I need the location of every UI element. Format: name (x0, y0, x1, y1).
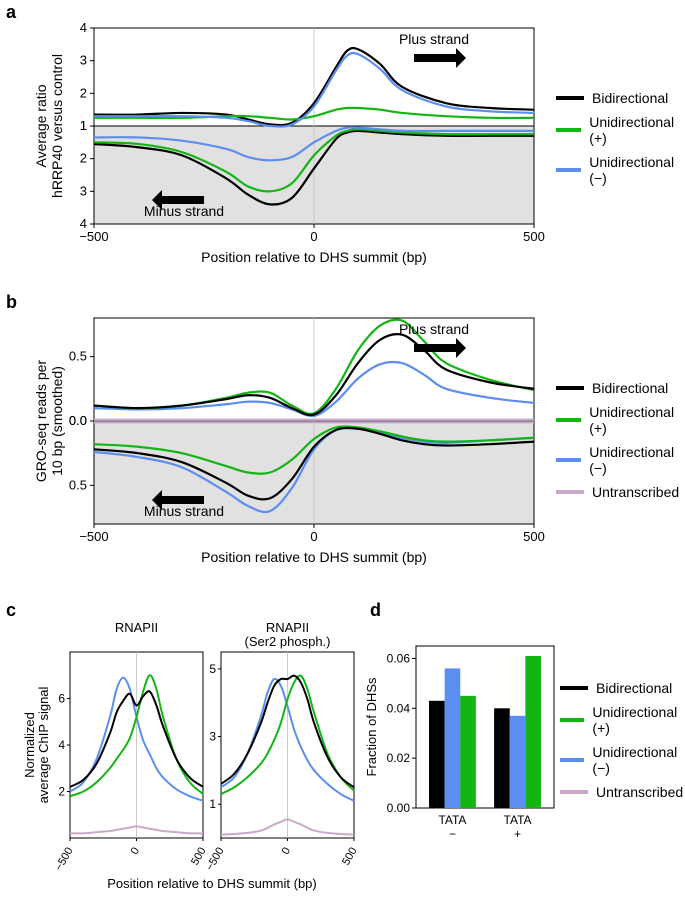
svg-text:0: 0 (310, 529, 317, 544)
svg-text:0: 0 (280, 846, 293, 857)
svg-text:RNAPII: RNAPII (115, 620, 158, 635)
legend-label: Unidirectional (−) (589, 444, 685, 476)
svg-text:0.5: 0.5 (69, 477, 87, 492)
svg-text:4: 4 (80, 20, 87, 35)
svg-text:0.02: 0.02 (387, 751, 411, 765)
svg-text:Position relative to DHS summi: Position relative to DHS summit (bp) (107, 876, 317, 891)
legend-swatch-bidirectional (560, 686, 588, 690)
legend-swatch-bidirectional (556, 96, 584, 100)
svg-text:3: 3 (209, 730, 216, 744)
svg-text:Plus strand: Plus strand (399, 31, 469, 47)
svg-text:3: 3 (80, 53, 87, 68)
svg-text:0.5: 0.5 (69, 349, 87, 364)
svg-text:Position relative to DHS summi: Position relative to DHS summit (bp) (201, 249, 427, 265)
svg-text:2: 2 (58, 785, 65, 799)
panel-d-label: d (370, 600, 381, 621)
svg-text:2: 2 (80, 85, 87, 100)
panel-d-chart: 0.00 0.02 0.04 0.06 Fraction of DHSs TATA− TAT… (362, 632, 562, 862)
legend-swatch-uni-plus (556, 418, 581, 422)
panel-c-label: c (6, 600, 16, 621)
panel-b-legend: Bidirectional Unidirectional (+) Unidire… (556, 380, 685, 508)
svg-text:4: 4 (58, 738, 65, 752)
legend-swatch-uni-minus (560, 758, 584, 762)
svg-text:Plus strand: Plus strand (399, 321, 469, 337)
legend-swatch-bidirectional (556, 386, 584, 390)
svg-text:−500: −500 (79, 529, 108, 544)
legend-label: Bidirectional (596, 680, 672, 696)
svg-text:0.04: 0.04 (387, 701, 411, 715)
panel-a-label: a (6, 2, 16, 23)
legend-label: Unidirectional (−) (592, 744, 685, 776)
svg-text:0.06: 0.06 (387, 651, 411, 665)
svg-text:5: 5 (209, 662, 216, 676)
legend-swatch-uni-plus (556, 128, 581, 132)
svg-text:RNAPII(Ser2 phosph.): RNAPII(Ser2 phosph.) (245, 620, 331, 649)
svg-text:−500: −500 (53, 846, 76, 873)
svg-text:Minus strand: Minus strand (144, 503, 224, 519)
legend-label: Unidirectional (+) (589, 114, 685, 146)
svg-text:500: 500 (340, 846, 360, 868)
svg-text:−500: −500 (79, 229, 108, 244)
svg-text:0.00: 0.00 (387, 801, 411, 815)
legend-label: Untranscribed (592, 484, 679, 500)
svg-text:Position relative to DHS summi: Position relative to DHS summit (bp) (201, 549, 427, 565)
legend-label: Unidirectional (−) (589, 154, 685, 186)
legend-label: Untranscribed (596, 784, 683, 800)
svg-text:0.0: 0.0 (69, 413, 87, 428)
svg-text:2: 2 (80, 151, 87, 166)
svg-text:3: 3 (80, 183, 87, 198)
panel-b-chart: 0.00.50.00.5−5000500Position relative to… (28, 308, 548, 568)
legend-swatch-untranscribed (560, 790, 588, 794)
svg-text:Minus strand: Minus strand (144, 203, 224, 219)
panel-d-legend: Bidirectional Unidirectional (+) Unidire… (560, 680, 685, 808)
svg-text:500: 500 (523, 529, 545, 544)
panel-a-legend: Bidirectional Unidirectional (+) Unidire… (556, 90, 685, 194)
legend-label: Bidirectional (592, 90, 668, 106)
svg-text:−500: −500 (204, 846, 227, 873)
legend-swatch-uni-minus (556, 168, 581, 172)
legend-swatch-uni-plus (560, 718, 584, 722)
svg-text:1: 1 (80, 118, 87, 133)
legend-swatch-uni-minus (556, 458, 581, 462)
svg-text:1: 1 (209, 797, 216, 811)
legend-label: Unidirectional (+) (592, 704, 685, 736)
legend-swatch-untranscribed (556, 490, 584, 494)
svg-text:Fraction of DHSs: Fraction of DHSs (364, 677, 379, 776)
panel-a-chart: 12341234−5000500Position relative to DHS… (28, 18, 548, 268)
svg-text:TATA+: TATA+ (504, 813, 532, 841)
svg-text:0: 0 (310, 229, 317, 244)
svg-text:GRO-seq reads per10 bp (smooth: GRO-seq reads per10 bp (smoothed) (33, 360, 65, 482)
panel-b-label: b (6, 292, 17, 313)
legend-label: Bidirectional (592, 380, 668, 396)
legend-label: Unidirectional (+) (589, 404, 685, 436)
panel-c-chart: 246−5000500RNAPII135−5000500RNAPII(Ser2 … (20, 614, 360, 894)
svg-text:6: 6 (58, 692, 65, 706)
svg-text:500: 500 (523, 229, 545, 244)
svg-text:Normalizedaverage ChIP signal: Normalizedaverage ChIP signal (22, 686, 51, 803)
svg-text:0: 0 (129, 846, 142, 857)
svg-text:Average ratiohRRP40 versus con: Average ratiohRRP40 versus control (33, 54, 65, 198)
svg-text:TATA−: TATA− (438, 813, 466, 841)
